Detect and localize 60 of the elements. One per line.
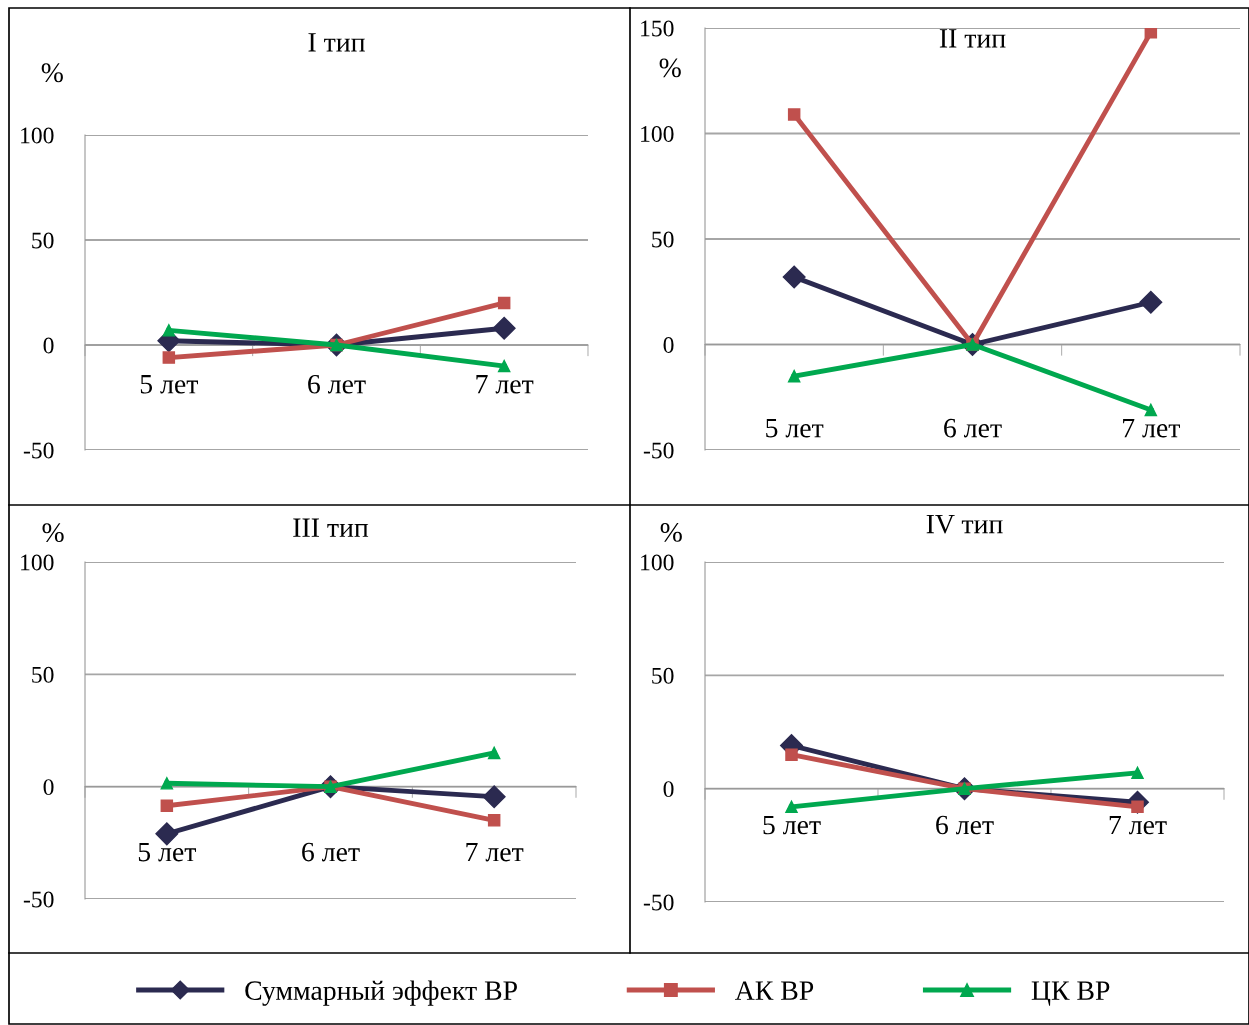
y-axis-title: % (42, 523, 64, 543)
point (1144, 403, 1158, 417)
y-tick-label: 100 (641, 125, 674, 142)
x-tick-label: 5 лет (763, 815, 821, 835)
point (1144, 28, 1158, 39)
y-tick-label: 100 (21, 554, 54, 571)
y-tick-label: -50 (643, 442, 674, 459)
y-tick-label: 50 (652, 231, 674, 248)
point (155, 822, 179, 846)
y-tick-label: 100 (641, 554, 674, 571)
point (492, 316, 516, 340)
x-tick-label: 7 лет (1123, 419, 1181, 438)
x-tick-label: 7 лет (476, 375, 534, 394)
chart-title: IV тип (926, 514, 1003, 534)
point (497, 296, 511, 310)
point (497, 359, 511, 373)
x-tick-label: 5 лет (140, 375, 199, 394)
point (160, 799, 174, 813)
point (482, 785, 506, 809)
x-tick-label: 6 лет (936, 815, 994, 835)
y-tick-label: 0 (663, 336, 674, 353)
legend-label: АК ВР (735, 981, 814, 1000)
point (487, 814, 501, 827)
y-tick-label: 150 (641, 20, 674, 37)
y-tick-label: 0 (43, 337, 54, 354)
x-tick-label: 7 лет (1109, 815, 1167, 835)
legend-label: Суммарный эффект ВР (245, 980, 517, 1006)
y-axis-title: % (659, 58, 681, 78)
y-tick-label: -50 (23, 891, 54, 908)
legend-label: ЦК ВР (1031, 981, 1110, 1006)
x-tick-label: 7 лет (466, 842, 524, 862)
point (162, 351, 176, 364)
point (782, 265, 806, 289)
y-tick-label: 100 (21, 127, 54, 144)
y-axis-title: % (660, 523, 682, 542)
point (787, 108, 801, 121)
y-tick-label: -50 (643, 894, 674, 911)
y-tick-label: 50 (652, 667, 674, 684)
y-tick-label: 0 (663, 781, 674, 798)
point (160, 777, 174, 790)
point (487, 746, 501, 760)
point (785, 800, 798, 814)
x-tick-label: 5 лет (138, 842, 197, 862)
point (787, 369, 801, 383)
x-tick-label: 6 лет (944, 418, 1002, 438)
y-tick-label: 50 (32, 232, 54, 249)
chart-title: II тип (939, 29, 1006, 48)
point (1131, 766, 1144, 780)
x-tick-label: 6 лет (308, 374, 366, 394)
y-tick-label: 50 (32, 666, 54, 683)
y-axis-title: % (41, 63, 63, 83)
chart-title: III тип (293, 518, 369, 537)
point (162, 324, 176, 337)
y-tick-label: 0 (43, 779, 54, 796)
x-tick-label: 5 лет (766, 419, 824, 438)
point (1139, 290, 1163, 314)
y-tick-label: -50 (23, 442, 54, 459)
x-tick-label: 6 лет (302, 842, 360, 862)
point (785, 748, 798, 761)
chart-title: I тип (308, 33, 365, 52)
